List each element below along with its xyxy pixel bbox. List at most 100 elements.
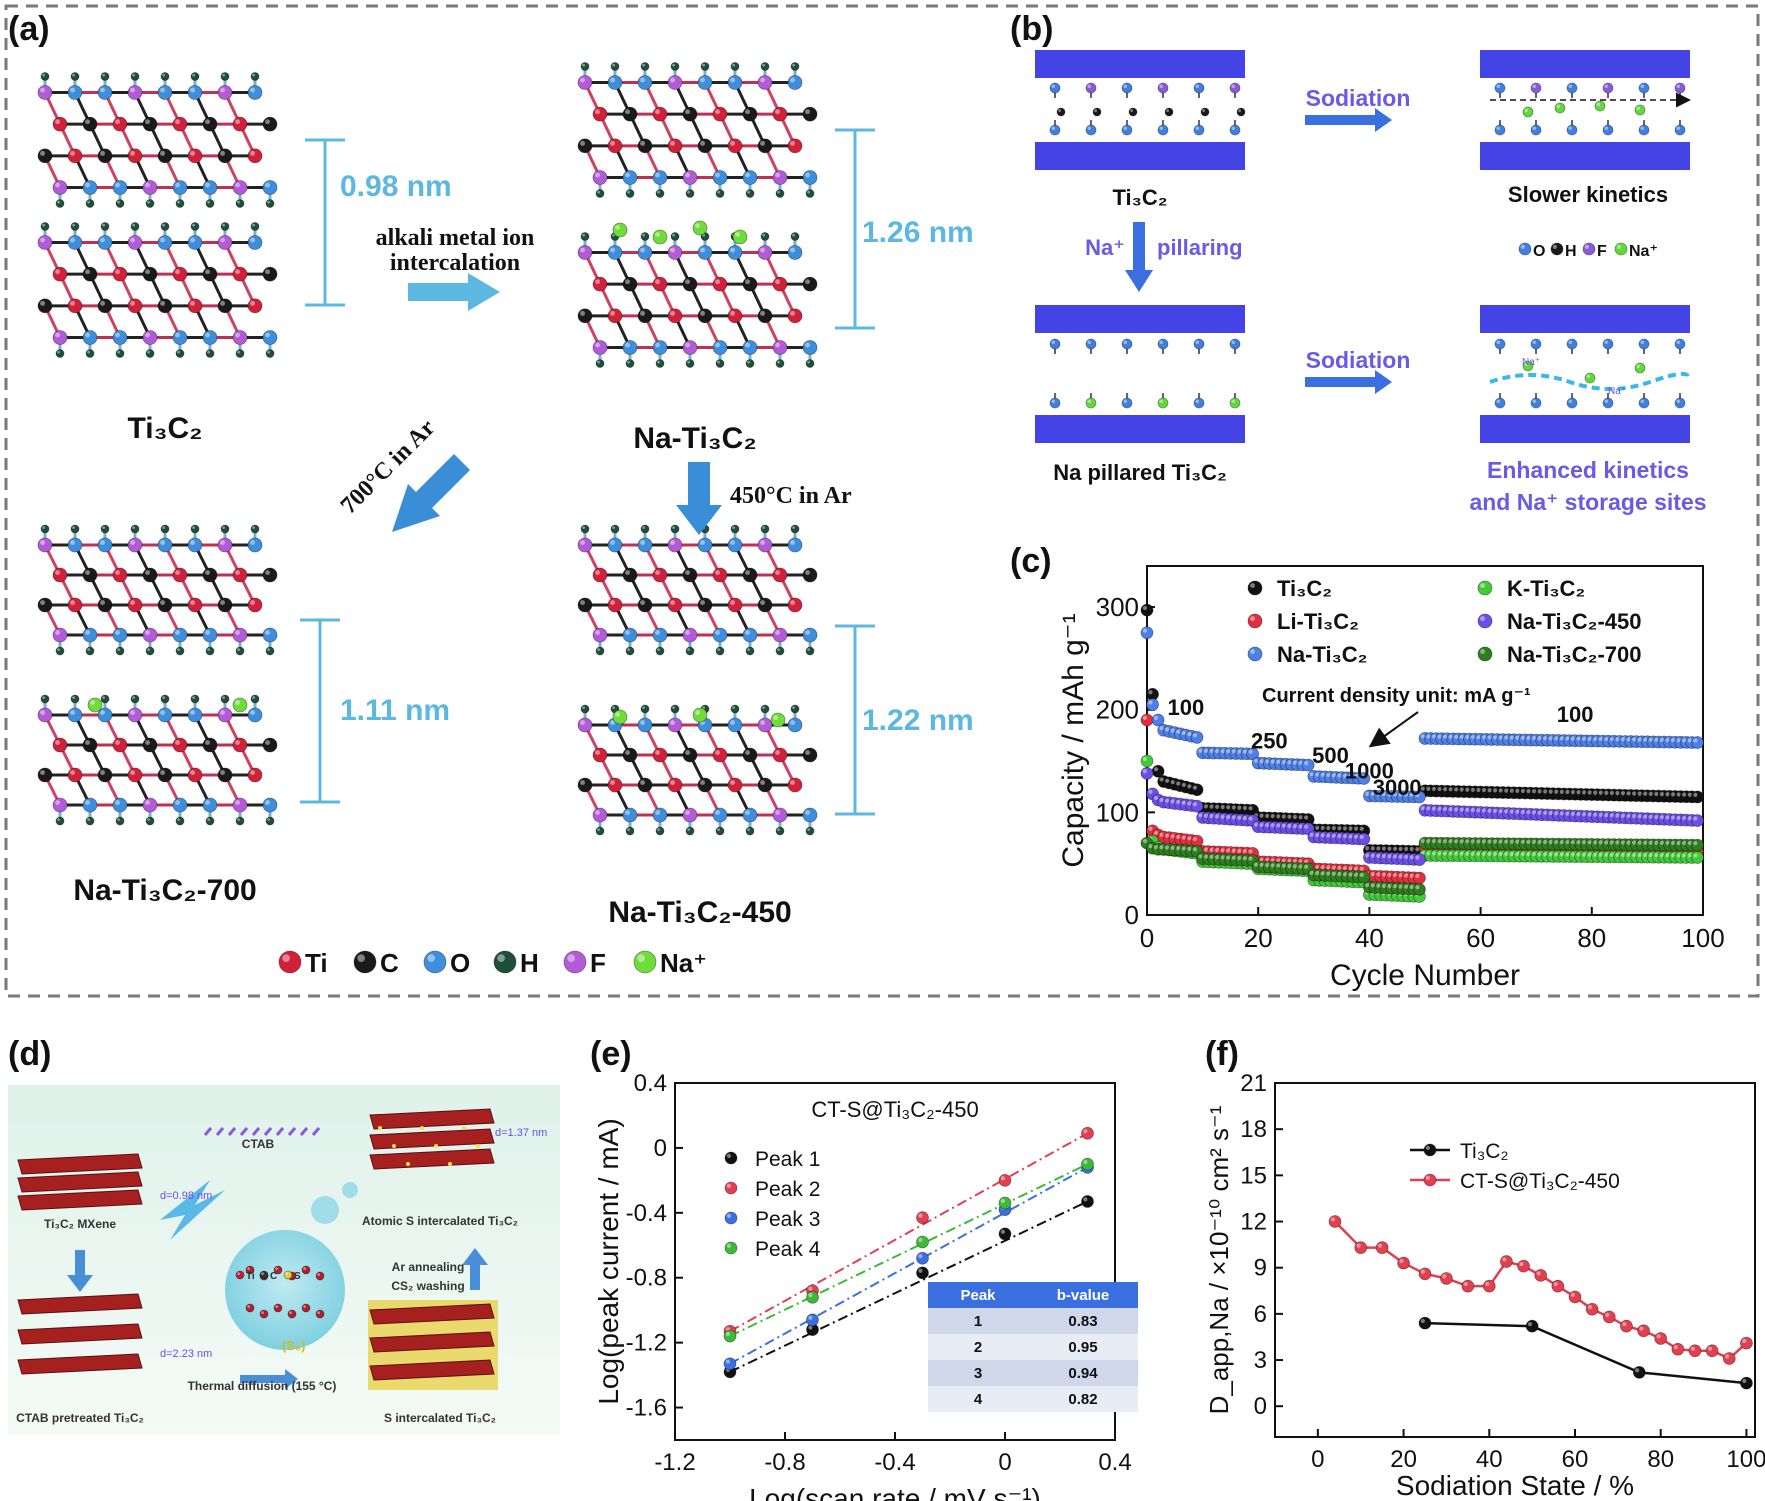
lattice-atom — [97, 597, 113, 613]
atom-highlight — [1598, 736, 1603, 742]
atom-highlight — [1354, 872, 1359, 877]
atom-highlight — [625, 342, 630, 348]
atom-highlight — [747, 190, 750, 194]
atom-highlight — [1437, 851, 1442, 856]
atom-highlight — [1320, 871, 1325, 876]
h-atom — [160, 222, 170, 231]
rate-label: 1000 — [1345, 758, 1394, 783]
atom-highlight — [700, 600, 705, 605]
atom-highlight — [612, 526, 615, 529]
x-tick-label: 0 — [998, 1449, 1011, 1476]
atom-highlight — [1426, 806, 1431, 811]
atom-highlight — [1687, 792, 1692, 797]
atom-highlight — [1587, 736, 1592, 741]
atom-highlight — [1425, 1175, 1430, 1180]
atom-highlight — [1250, 616, 1256, 621]
atom-highlight — [1576, 790, 1581, 795]
atom-highlight — [725, 1359, 731, 1364]
atom-highlight — [40, 600, 45, 605]
data-point — [1418, 1267, 1432, 1281]
o-atom — [1530, 338, 1542, 350]
atom-highlight — [1548, 839, 1553, 845]
atom-highlight — [235, 700, 240, 705]
o-atom — [1530, 397, 1542, 409]
atom-highlight — [1532, 399, 1536, 403]
arrow-sodiation-2 — [1305, 370, 1392, 394]
o-atom — [1530, 82, 1542, 94]
atom-highlight — [40, 770, 45, 775]
atom-highlight — [1520, 809, 1526, 815]
atom-highlight — [1584, 244, 1589, 249]
lattice-atom — [607, 537, 623, 553]
atom-highlight — [1326, 825, 1331, 831]
atom-highlight — [717, 648, 720, 651]
mxene-sheet — [369, 1359, 495, 1381]
atom-highlight — [777, 648, 780, 651]
atom-highlight — [730, 720, 735, 725]
h-atom — [85, 349, 95, 358]
atom-highlight — [40, 87, 45, 93]
atom-highlight — [1593, 812, 1598, 817]
lattice-atom — [577, 777, 593, 793]
h-atom — [790, 232, 800, 241]
atom-highlight — [715, 810, 720, 815]
atom-highlight — [1331, 773, 1337, 778]
h-atom — [805, 359, 815, 368]
atom-highlight — [1176, 781, 1181, 786]
arrow-450 — [676, 462, 722, 535]
legend-marker — [1477, 646, 1493, 662]
atom-highlight — [1593, 840, 1598, 845]
atom-highlight — [1370, 791, 1375, 797]
h-atom — [640, 704, 650, 714]
atom-highlight — [55, 332, 60, 338]
y-tick-label: 12 — [1240, 1209, 1267, 1236]
lattice-atom — [622, 567, 638, 583]
lattice-atom — [802, 747, 818, 763]
atom-highlight — [627, 828, 630, 831]
o-atom — [1602, 397, 1614, 409]
ctab-chain — [311, 1127, 321, 1136]
atom-highlight — [1498, 851, 1503, 857]
label-b-pillaring: pillaring — [1157, 235, 1243, 260]
atom-highlight — [1565, 852, 1570, 857]
h-atom — [745, 826, 755, 836]
s-dot — [406, 1162, 410, 1166]
lattice-atom — [802, 807, 818, 823]
atom-highlight — [790, 140, 795, 146]
o-atom — [1193, 397, 1205, 409]
atom-highlight — [190, 87, 195, 93]
atom-highlight — [1682, 792, 1687, 797]
lattice-atom — [217, 235, 233, 250]
data-point — [1500, 1255, 1513, 1268]
na-ion — [692, 707, 708, 723]
atom-highlight — [918, 1254, 923, 1259]
atom-highlight — [132, 526, 136, 529]
atom-highlight — [1465, 851, 1470, 856]
atom-highlight — [1187, 846, 1192, 852]
atom-highlight — [672, 526, 675, 529]
data-point — [916, 1251, 929, 1265]
h-atom — [790, 62, 800, 71]
data-point — [1140, 626, 1154, 640]
atom-highlight — [1409, 792, 1414, 797]
atom-highlight — [1376, 853, 1381, 858]
atom-highlight — [715, 630, 720, 635]
atom-highlight — [1676, 815, 1681, 820]
atom-highlight — [237, 350, 241, 354]
h-atom — [730, 62, 740, 71]
o-atom — [1121, 124, 1133, 136]
atom-highlight — [85, 332, 91, 338]
atom-highlight — [1498, 809, 1503, 814]
x-tick-label: 60 — [1466, 923, 1495, 953]
atom-highlight — [1654, 853, 1659, 858]
atom-highlight — [1632, 737, 1637, 742]
atom-highlight — [807, 828, 810, 831]
atom-highlight — [130, 300, 135, 306]
atom-highlight — [715, 570, 720, 575]
atom-highlight — [1454, 807, 1459, 812]
atom-highlight — [427, 954, 435, 963]
atom-highlight — [1448, 851, 1453, 856]
ctab-chain — [215, 1127, 225, 1136]
atom-highlight — [100, 150, 106, 156]
atom-highlight — [610, 77, 615, 83]
